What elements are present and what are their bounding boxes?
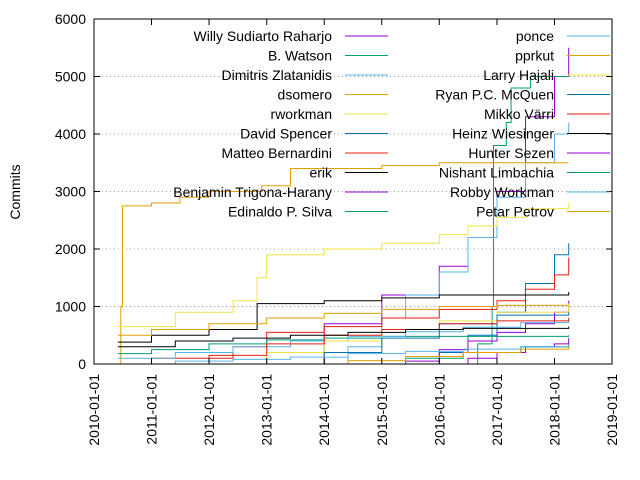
y-axis-label: Commits (7, 164, 23, 219)
y-tick-label: 4000 (55, 126, 86, 142)
y-tick-label: 0 (78, 356, 86, 372)
legend-label-10: ponce (516, 28, 554, 44)
legend-label-1: B. Watson (268, 48, 332, 64)
legend-label-17: Nishant Limbachia (439, 165, 554, 181)
legend-label-18: Robby Workman (450, 184, 554, 200)
series-lines (117, 47, 570, 365)
legend-label-8: Benjamin Trigona-Harany (173, 184, 332, 200)
legend-label-2: Dimitris Zlatanidis (222, 67, 332, 83)
y-axis: 0 1000 2000 3000 4000 5000 6000 (55, 11, 612, 372)
series-line-9 (117, 335, 570, 355)
series-line-18 (117, 345, 570, 365)
x-axis: 2010-01-01 2011-01-01 2012-01-01 2013-01-01… (86, 19, 620, 446)
series-line-7 (117, 292, 570, 343)
legend-label-0: Willy Sudiarto Raharjo (194, 28, 333, 44)
legend: Willy Sudiarto Raharjo B. Watson Dimitris … (173, 28, 610, 220)
legend-label-11: pprkut (515, 48, 554, 64)
legend-label-19: Petar Petrov (476, 204, 554, 220)
legend-label-14: Mikko Värri (484, 106, 554, 122)
x-tick-label: 2010-01-01 (86, 374, 102, 446)
y-tick-label: 5000 (55, 69, 86, 85)
y-tick-label: 1000 (55, 299, 86, 315)
x-tick-label: 2013-01-01 (259, 374, 275, 446)
x-tick-label: 2015-01-01 (374, 374, 390, 446)
series-line-10 (117, 318, 570, 359)
series-line-16 (439, 338, 570, 365)
x-tick-label: 2017-01-01 (489, 374, 505, 446)
legend-label-5: David Spencer (240, 126, 332, 142)
series-line-11 (117, 303, 570, 336)
legend-label-3: dsomero (278, 87, 333, 103)
series-line-4 (117, 203, 570, 328)
series-line-6 (117, 257, 570, 365)
series-line-3 (117, 162, 569, 365)
legend-label-4: rworkman (271, 106, 332, 122)
x-tick-label: 2016-01-01 (431, 374, 447, 446)
legend-label-16: Hunter Sezen (468, 145, 554, 161)
x-tick-label: 2014-01-01 (316, 374, 332, 446)
legend-label-13: Ryan P.C. McQuen (435, 87, 554, 103)
series-line-1 (463, 76, 569, 365)
y-tick-label: 3000 (55, 184, 86, 200)
x-tick-label: 2012-01-01 (201, 374, 217, 446)
legend-label-6: Matteo Bernardini (221, 145, 332, 161)
series-line-5 (405, 243, 570, 365)
legend-label-7: erik (309, 165, 333, 181)
y-tick-label: 6000 (55, 11, 86, 27)
x-tick-label: 2019-01-01 (604, 374, 620, 446)
x-tick-label: 2011-01-01 (144, 374, 160, 445)
series-line-14 (151, 318, 570, 365)
series-line-12 (233, 303, 570, 365)
x-tick-label: 2018-01-01 (546, 374, 562, 446)
legend-label-15: Heinz Wiesinger (452, 126, 554, 142)
series-line-15 (117, 326, 570, 348)
legend-label-12: Larry Hajali (483, 67, 554, 83)
series-line-19 (290, 346, 570, 365)
series-line-13 (266, 312, 570, 365)
legend-label-9: Edinaldo P. Silva (228, 204, 332, 220)
series-line-8 (381, 300, 570, 365)
y-tick-label: 2000 (55, 241, 86, 257)
